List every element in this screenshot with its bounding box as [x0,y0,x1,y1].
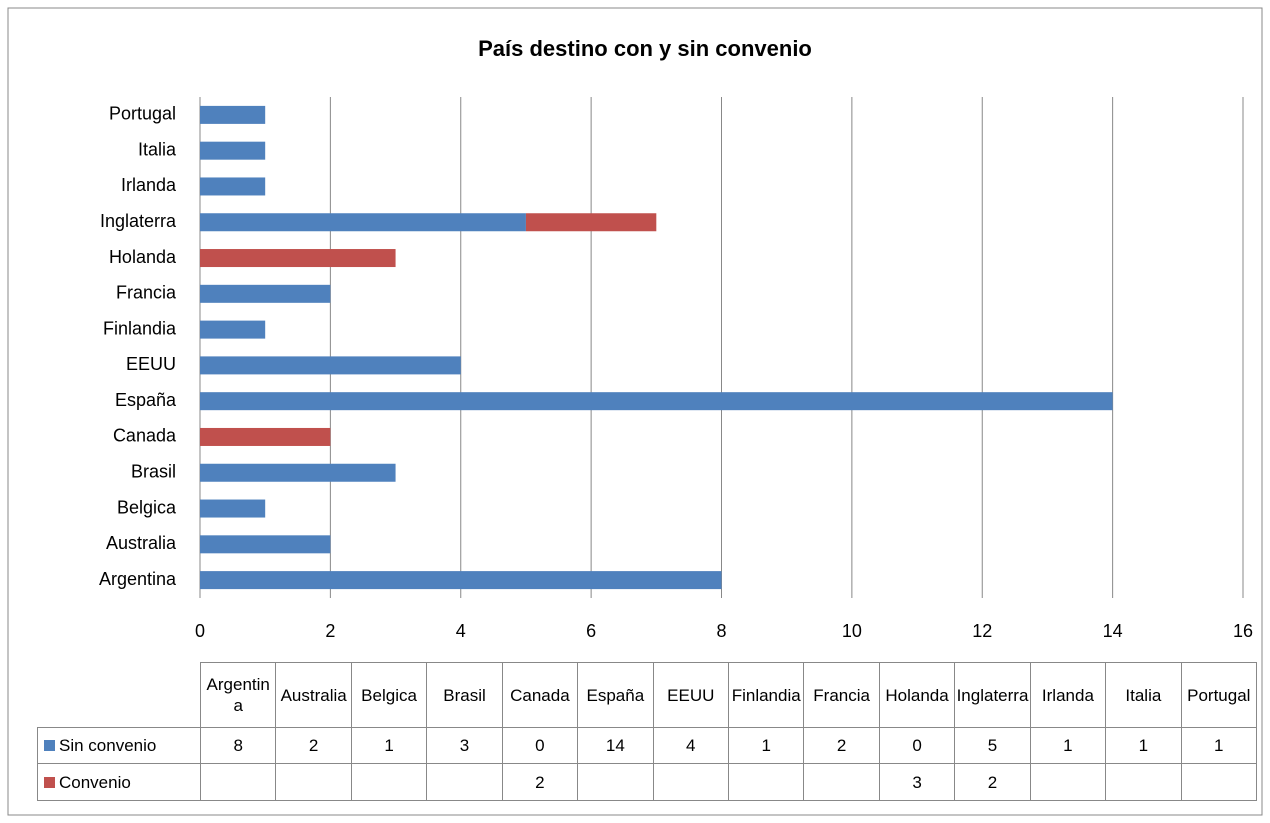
legend-key [44,776,55,788]
bar [200,105,266,124]
table-value-cell [728,763,805,801]
table-value-cell [1105,763,1182,801]
table-value-cell [426,763,503,801]
table-value-cell: 4 [652,727,729,764]
y-tick-label: España [115,390,177,410]
table-value-cell [652,763,729,801]
table-header-cell: Australia [275,662,352,728]
table-header-cell: EEUU [652,662,729,728]
table-header-cell: Brasil [426,662,503,728]
bar [200,249,396,268]
y-tick-label: Argentina [99,569,177,589]
y-tick-label: Australia [106,533,177,553]
table-header-cell: Portugal [1180,662,1257,728]
x-tick-label: 2 [325,621,335,641]
bar [525,213,657,232]
table-header-cell: Holanda [878,662,956,728]
chart-title: País destino con y sin convenio [478,36,812,61]
y-tick-label: Francia [116,283,177,303]
table-value-cell: 2 [954,763,1031,801]
x-tick-label: 12 [972,621,992,641]
table-header-cell: Canada [501,662,579,728]
y-tick-label: Canada [113,426,177,446]
bar [200,284,331,303]
table-header-cell: Argentina [200,662,277,728]
table-value-cell [275,763,352,801]
y-tick-label: Holanda [109,247,177,267]
y-tick-label: EEUU [126,354,176,374]
table-value-cell: 2 [275,727,352,764]
table-value-cell: 8 [200,727,277,764]
y-tick-label: Inglaterra [100,211,177,231]
x-tick-label: 8 [716,621,726,641]
bar [200,356,461,375]
legend-key [44,740,55,751]
table-value-cell: 2 [501,763,579,801]
y-tick-label: Italia [138,139,177,159]
table-value-cell: 2 [803,727,880,764]
bar [200,141,266,160]
table-value-cell [577,763,654,801]
bar [200,320,266,339]
table-value-cell: 3 [426,727,503,764]
legend-label: Sin convenio [59,736,157,755]
bar [200,392,1113,411]
table-value-cell [350,763,428,801]
table-legend-cell: Sin convenio [37,727,201,764]
bar [200,535,331,554]
y-tick-label: Portugal [109,104,176,124]
table-header-cell: Italia [1105,662,1182,728]
table-value-cell: 1 [1029,727,1107,764]
table-header-cell: Finlandia [728,662,805,728]
x-tick-label: 16 [1233,621,1253,641]
table-header-cell: Inglaterra [954,662,1031,728]
table-value-cell [1029,763,1107,801]
table-value-cell [803,763,880,801]
table-header-cell: España [577,662,654,728]
bar [200,427,331,446]
legend-label: Convenio [59,772,131,792]
table-value-cell: 1 [350,727,428,764]
y-tick-label: Brasil [131,462,176,482]
table-header-cell: Belgica [350,662,428,728]
y-tick-label: Belgica [117,497,177,517]
table-value-cell: 3 [878,763,956,801]
table-header-cell: Francia [803,662,880,728]
x-tick-label: 0 [195,621,205,641]
table-header-cell: Irlanda [1029,662,1107,728]
table-value-cell: 1 [1180,727,1257,764]
table-value-cell [200,763,277,801]
bar [200,571,722,590]
table-value-cell: 1 [1105,727,1182,764]
x-tick-label: 4 [456,621,466,641]
table-value-cell: 14 [577,727,654,764]
bar [200,213,526,232]
y-tick-label: Irlanda [121,175,177,195]
x-tick-label: 10 [842,621,862,641]
bar [200,177,266,196]
bar [200,463,396,482]
table-value-cell: 5 [954,727,1031,764]
x-tick-label: 14 [1103,621,1123,641]
table-legend-cell: Convenio [37,763,201,801]
x-tick-label: 6 [586,621,596,641]
table-value-cell [1180,763,1257,801]
bar [200,499,266,518]
table-value-cell: 0 [878,727,956,764]
y-tick-label: Finlandia [103,318,177,338]
table-value-cell: 1 [728,727,805,764]
table-value-cell: 0 [501,727,579,764]
